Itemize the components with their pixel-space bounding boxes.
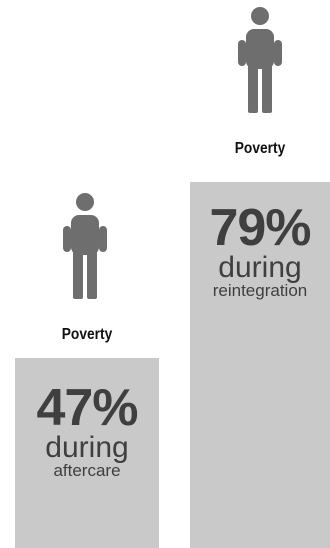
person-icon	[63, 192, 107, 302]
data-label-during: during	[45, 431, 129, 464]
data-label-value: 79%	[209, 199, 311, 257]
data-label-category: aftercare	[53, 461, 121, 480]
bar: 79% during reintegration	[190, 182, 330, 548]
bar: 47% during aftercare	[15, 358, 159, 548]
data-label-during: during	[218, 251, 302, 284]
data-label-value: 47%	[36, 379, 138, 437]
bar-label: Poverty	[61, 326, 113, 343]
data-label-category: reintegration	[212, 281, 308, 300]
person-icon	[238, 6, 282, 116]
bar-label: Poverty	[234, 140, 286, 157]
